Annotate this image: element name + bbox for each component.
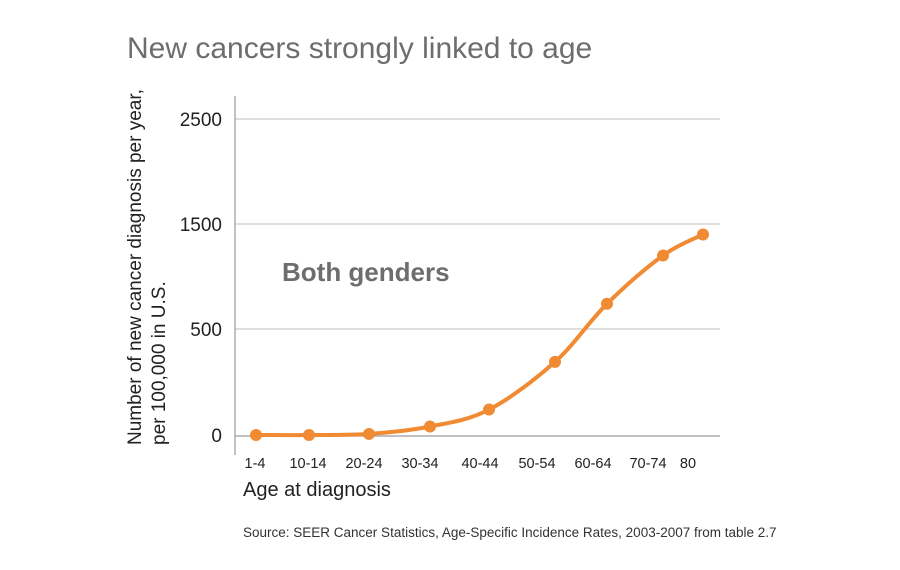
series-line-both-genders (254, 232, 705, 438)
x-axis-label: Age at diagnosis (243, 479, 391, 501)
data-point-1-4 (250, 429, 262, 441)
y-tick-labels: 0 500 1500 2500 (180, 110, 222, 447)
x-tick-label-40-44: 40-44 (461, 456, 498, 472)
y-tick-label-1500: 1500 (180, 215, 222, 236)
y-tick-label-500: 500 (190, 320, 222, 341)
x-tick-label-1-4: 1-4 (245, 456, 266, 472)
x-tick-label-60-64: 60-64 (574, 456, 611, 472)
data-point-10-14 (303, 429, 315, 441)
x-tick-label-50-54: 50-54 (518, 456, 555, 472)
chart-title: New cancers strongly linked to age (127, 32, 593, 65)
y-axis-label: Number of new cancer diagnosis per year,… (124, 89, 172, 445)
x-tick-labels: 1-4 10-14 20-24 30-34 40-44 50-54 60-64 70-74 80 (245, 456, 697, 472)
y-axis-label-line-1: Number of new cancer diagnosis per year, (125, 89, 146, 445)
data-point-20-24 (363, 427, 375, 440)
y-tick-label-0: 0 (211, 426, 222, 447)
x-tick-label-30-34: 30-34 (401, 456, 438, 472)
source-note: Source: SEER Cancer Statistics, Age-Spec… (243, 525, 777, 540)
grid-lines (235, 118, 720, 330)
data-point-80 (697, 228, 709, 241)
x-tick-label-10-14: 10-14 (289, 456, 326, 472)
data-point-40-44 (483, 403, 495, 416)
x-tick-label-70-74: 70-74 (629, 456, 666, 472)
data-point-60-64 (601, 297, 613, 310)
y-axis-label-line-2: per 100,000 in U.S. (149, 281, 170, 445)
x-tick-label-80: 80 (680, 456, 696, 472)
data-point-30-34 (424, 420, 436, 433)
x-tick-label-20-24: 20-24 (345, 456, 382, 472)
y-tick-label-2500: 2500 (180, 110, 222, 131)
data-point-50-54 (549, 355, 561, 368)
data-point-70-74 (657, 249, 669, 262)
series-both-genders (250, 228, 709, 441)
series-annotation: Both genders (282, 257, 450, 287)
